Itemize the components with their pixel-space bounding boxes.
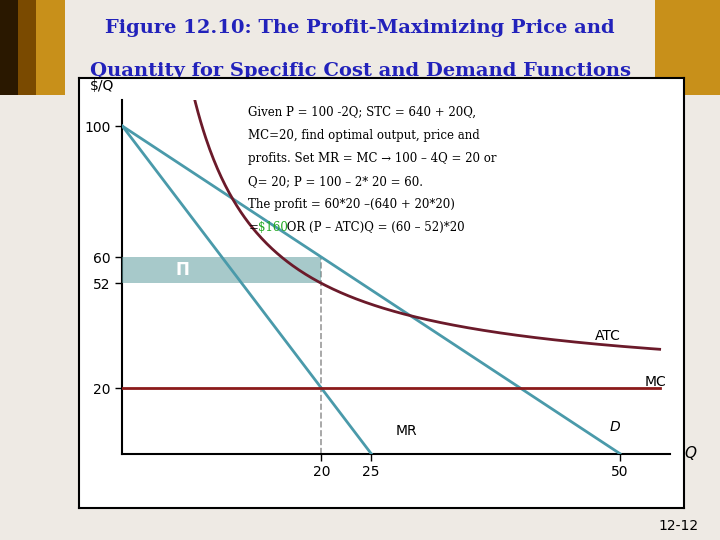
Bar <box>655 0 720 94</box>
Text: D: D <box>610 421 621 434</box>
Bar <box>36 0 65 94</box>
Text: ATC: ATC <box>595 329 621 343</box>
Text: MC=20, find optimal output, price and: MC=20, find optimal output, price and <box>248 129 480 141</box>
Bar <box>122 257 321 284</box>
Text: Given P = 100 -2Q; STC = 640 + 20Q,: Given P = 100 -2Q; STC = 640 + 20Q, <box>248 105 477 118</box>
Text: Q= 20; P = 100 – 2* 20 = 60.: Q= 20; P = 100 – 2* 20 = 60. <box>248 175 423 188</box>
Text: OR (P – ATC)Q = (60 – 52)*20: OR (P – ATC)Q = (60 – 52)*20 <box>283 221 464 234</box>
Text: 12-12: 12-12 <box>658 519 698 534</box>
Bar <box>0 0 18 94</box>
Text: =: = <box>248 221 258 234</box>
Text: Π: Π <box>175 261 189 279</box>
Text: MR: MR <box>396 424 418 438</box>
Text: $/Q: $/Q <box>90 79 114 93</box>
Text: MC: MC <box>644 375 667 389</box>
Text: Q: Q <box>685 446 696 461</box>
Text: $160: $160 <box>258 221 287 234</box>
Text: profits. Set MR = MC → 100 – 4Q = 20 or: profits. Set MR = MC → 100 – 4Q = 20 or <box>248 152 497 165</box>
Text: Figure 12.10: The Profit-Maximizing Price and: Figure 12.10: The Profit-Maximizing Pric… <box>105 19 615 37</box>
Bar <box>18 0 36 94</box>
Text: The profit = 60*20 –(640 + 20*20): The profit = 60*20 –(640 + 20*20) <box>248 198 455 211</box>
Text: Quantity for Specific Cost and Demand Functions: Quantity for Specific Cost and Demand Fu… <box>89 62 631 80</box>
